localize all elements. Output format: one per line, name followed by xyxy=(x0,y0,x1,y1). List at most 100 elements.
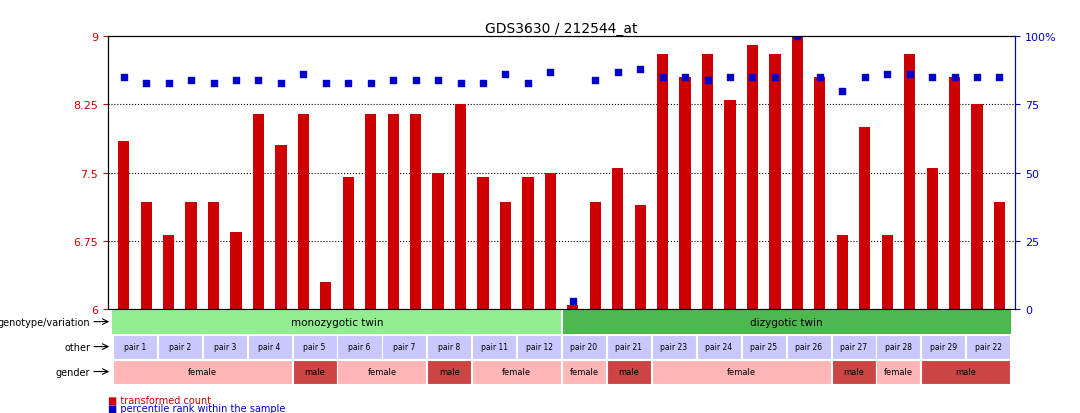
Point xyxy=(878,72,895,78)
Bar xyxy=(230,232,242,309)
Bar xyxy=(544,173,556,309)
Point xyxy=(205,80,222,87)
Bar xyxy=(590,202,600,309)
Bar xyxy=(298,114,309,309)
Bar xyxy=(652,335,696,359)
Point xyxy=(160,80,177,87)
Bar xyxy=(472,360,562,384)
Bar xyxy=(247,335,292,359)
Bar xyxy=(921,360,1010,384)
Text: pair 5: pair 5 xyxy=(303,342,326,351)
Bar xyxy=(562,360,606,384)
Text: female: female xyxy=(188,367,217,376)
Bar xyxy=(365,114,376,309)
Bar xyxy=(567,305,579,309)
Text: monozygotic twin: monozygotic twin xyxy=(291,317,383,327)
Text: pair 1: pair 1 xyxy=(124,342,146,351)
Bar xyxy=(792,0,804,309)
Text: male: male xyxy=(956,367,976,376)
Point xyxy=(430,77,447,84)
Text: pair 21: pair 21 xyxy=(616,342,643,351)
Bar xyxy=(994,202,1005,309)
Text: pair 2: pair 2 xyxy=(168,342,191,351)
Point xyxy=(318,80,335,87)
Text: pair 12: pair 12 xyxy=(526,342,553,351)
Point xyxy=(183,77,200,84)
Bar xyxy=(382,335,427,359)
Bar xyxy=(455,105,467,309)
Bar xyxy=(725,101,735,309)
Bar xyxy=(253,114,265,309)
Bar xyxy=(967,335,1010,359)
Bar xyxy=(342,178,354,309)
Bar xyxy=(949,78,960,309)
Text: male: male xyxy=(843,367,864,376)
Point xyxy=(249,77,267,84)
Bar xyxy=(113,360,292,384)
Bar xyxy=(562,309,1011,334)
Point xyxy=(474,80,491,87)
Point xyxy=(542,69,559,76)
Point xyxy=(407,77,424,84)
Text: female: female xyxy=(502,367,531,376)
Bar xyxy=(904,55,915,309)
Bar xyxy=(877,335,920,359)
Bar xyxy=(859,128,870,309)
Text: female: female xyxy=(569,367,598,376)
Text: gender: gender xyxy=(55,367,90,377)
Bar xyxy=(607,335,651,359)
Text: other: other xyxy=(64,342,90,352)
Point xyxy=(901,72,918,78)
Bar xyxy=(163,235,174,309)
Text: pair 28: pair 28 xyxy=(885,342,912,351)
Text: pair 20: pair 20 xyxy=(570,342,597,351)
Point xyxy=(497,72,514,78)
Bar xyxy=(832,335,876,359)
Text: dizygotic twin: dizygotic twin xyxy=(750,317,823,327)
Bar xyxy=(337,360,427,384)
Bar xyxy=(747,46,758,309)
Bar xyxy=(837,235,848,309)
Bar xyxy=(786,335,831,359)
Bar xyxy=(562,335,606,359)
Text: female: female xyxy=(367,367,396,376)
Point xyxy=(923,75,941,81)
Point xyxy=(654,75,672,81)
Bar xyxy=(814,78,825,309)
Point xyxy=(272,80,289,87)
Text: pair 29: pair 29 xyxy=(930,342,957,351)
Bar xyxy=(697,335,741,359)
Bar xyxy=(657,55,669,309)
Point xyxy=(362,80,379,87)
Bar xyxy=(158,335,202,359)
Bar xyxy=(203,335,246,359)
Bar xyxy=(612,169,623,309)
Point xyxy=(834,88,851,95)
Bar xyxy=(432,173,444,309)
Point xyxy=(744,75,761,81)
Bar xyxy=(113,335,157,359)
Bar xyxy=(652,360,831,384)
Point xyxy=(384,77,402,84)
Bar xyxy=(388,114,399,309)
Bar xyxy=(428,360,471,384)
Point xyxy=(295,72,312,78)
Bar xyxy=(293,360,337,384)
Text: genotype/variation: genotype/variation xyxy=(0,317,90,327)
Text: pair 22: pair 22 xyxy=(975,342,1002,351)
Text: female: female xyxy=(727,367,756,376)
Text: male: male xyxy=(438,367,460,376)
Text: male: male xyxy=(619,367,639,376)
Text: pair 27: pair 27 xyxy=(840,342,867,351)
Bar xyxy=(635,205,646,309)
Text: pair 6: pair 6 xyxy=(349,342,370,351)
Title: GDS3630 / 212544_at: GDS3630 / 212544_at xyxy=(485,22,638,36)
Point xyxy=(721,75,739,81)
Bar xyxy=(275,146,286,309)
Point xyxy=(137,80,154,87)
Text: ■ transformed count: ■ transformed count xyxy=(108,395,211,405)
Point xyxy=(676,75,693,81)
Bar xyxy=(477,178,488,309)
Bar xyxy=(112,309,562,334)
Point xyxy=(451,80,469,87)
